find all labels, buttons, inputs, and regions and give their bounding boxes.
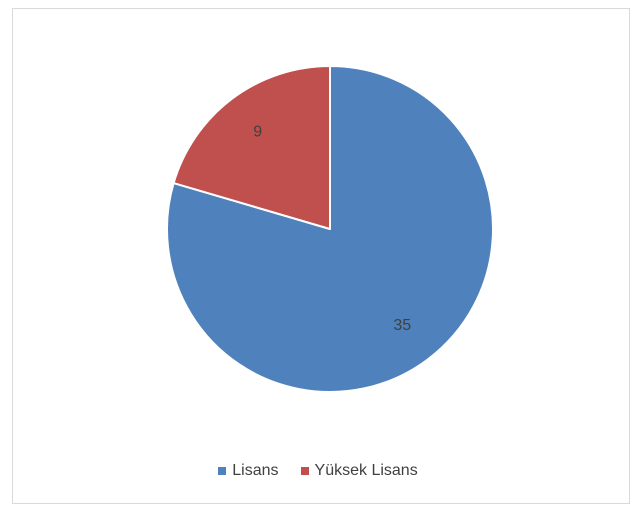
legend-label-yuksek-lisans: Yüksek Lisans	[314, 462, 418, 479]
pie-data-labels: 35 9	[253, 124, 411, 334]
legend-item-lisans: Lisans	[218, 462, 279, 480]
legend-swatch-yuksek-lisans	[300, 467, 309, 475]
data-label-lisans: 35	[393, 317, 411, 334]
legend-label-lisans: Lisans	[232, 462, 279, 479]
legend-swatch-lisans	[218, 467, 227, 475]
data-label-y-ksek-lisans: 9	[253, 124, 262, 141]
legend-item-yuksek-lisans: Yüksek Lisans	[300, 462, 418, 480]
pie-slice-y-ksek-lisans	[172, 65, 331, 230]
pie-slices	[166, 65, 494, 393]
chart-legend: Lisans Yüksek Lisans	[0, 462, 636, 480]
